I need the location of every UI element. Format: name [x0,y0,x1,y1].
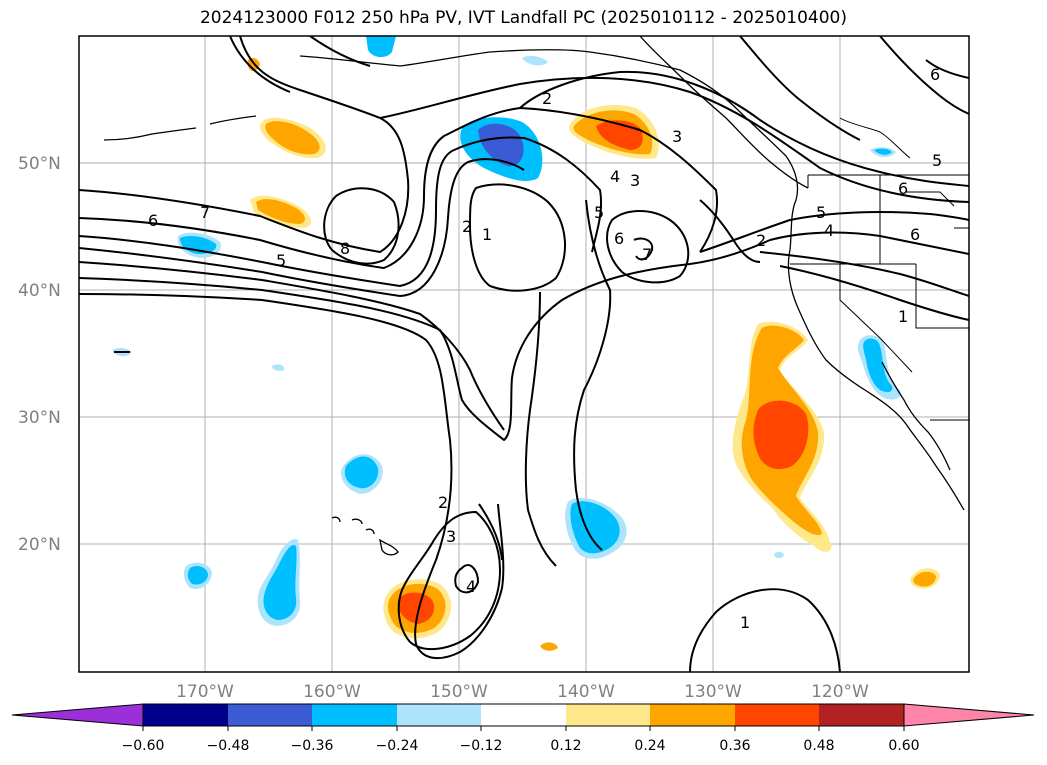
anomaly-positive-northwest [265,121,320,155]
colorbar-segment-1 [143,704,228,726]
map-frame [78,35,970,673]
contour-label-3b: 3 [672,127,682,146]
contour-label-6c: 6 [910,225,920,244]
anomaly-negative-hawaii-west [187,566,208,585]
anomaly-negative-20n [570,501,620,554]
latitude-labels: 50°N 40°N 30°N 20°N [18,154,61,555]
shaded-anomalies [112,36,940,651]
colorbar-tick-024: 0.24 [634,738,665,754]
contour-labels: 7 6 5 8 2 1 5 6 7 4 3 2 3 1 2 4 6 5 6 5 … [148,65,942,632]
anomaly-positive-small-south [540,642,558,651]
colorbar-segment-3 [312,704,397,726]
colorbar: −0.60 −0.48 −0.36 −0.24 −0.12 0.12 0.24 … [11,703,1035,754]
contour-label-6b: 6 [614,229,624,248]
lat-label-50n: 50°N [18,154,61,174]
anomaly-positive-mexico [913,571,936,587]
lat-label-30n: 30°N [18,408,61,428]
anomaly-negative-small-top [522,55,548,66]
colorbar-high-extension [903,703,1035,727]
contour-label-1: 1 [482,225,492,244]
lon-label-130w: 130°W [684,682,742,702]
colorbar-frame [142,703,905,727]
map-title: 2024123000 F012 250 hPa PV, IVT Landfall… [199,8,847,28]
contour-label-1b: 1 [898,307,908,326]
anomaly-positive-california-core [753,400,809,470]
contour-label-8: 8 [340,239,350,258]
colorbar-tick-neg060: −0.60 [122,738,165,754]
contour-label-4c: 4 [466,577,476,596]
anomaly-negative-alaska-top [366,36,396,58]
contour-label-2: 2 [462,217,472,236]
lon-label-120w: 120°W [811,682,869,702]
anomaly-negative-tiny-dot-south [774,551,784,559]
contour-label-6d: 6 [898,179,908,198]
anomaly-negative-hawaii-southwest [263,544,297,620]
contour-label-4: 4 [610,167,620,186]
anomaly-negative-tiny-dot [272,364,285,371]
colorbar-tick-neg036: −0.36 [291,738,334,754]
contour-label-6: 6 [148,211,158,230]
contour-label-1c: 1 [740,613,750,632]
anomaly-positive-south-core [397,592,435,624]
contour-label-5c: 5 [816,203,826,222]
colorbar-tick-neg012: −0.12 [460,738,503,754]
contour-label-3c: 3 [446,527,456,546]
lon-label-150w: 150°W [430,682,488,702]
lon-label-140w: 140°W [557,682,615,702]
lat-label-20n: 20°N [18,535,61,555]
anomaly-negative-midocean [344,456,379,489]
colorbar-segment-7 [650,704,735,726]
colorbar-tick-048: 0.48 [803,738,834,754]
contour-label-7b: 7 [642,245,652,264]
anomaly-negative-baja [863,338,893,393]
contour-label-2b: 2 [542,89,552,108]
anomaly-negative-core [478,123,524,167]
colorbar-tick-012: 0.12 [550,738,581,754]
contour-label-2d: 2 [438,493,448,512]
colorbar-segment-4 [397,704,481,726]
colorbar-tick-neg024: −0.24 [376,738,419,754]
lat-label-40n: 40°N [18,281,61,301]
pv-contours [79,36,969,672]
colorbar-tick-neg048: −0.48 [207,738,250,754]
lon-label-170w: 170°W [176,682,234,702]
anomaly-positive-west [256,199,305,224]
contour-label-3: 3 [630,171,640,190]
contour-label-5: 5 [276,251,286,270]
colorbar-segment-6 [566,704,650,726]
coastlines [103,36,965,556]
contour-label-5d: 5 [932,151,942,170]
contour-label-6e: 6 [930,65,940,84]
colorbar-tick-060: 0.60 [888,738,919,754]
anomaly-negative-tiny-interior-core [874,148,892,155]
colorbar-segment-9 [819,704,904,726]
colorbar-segment-2 [228,704,312,726]
colorbar-segment-5 [481,704,566,726]
lon-label-160w: 160°W [303,682,361,702]
contour-label-7: 7 [200,203,210,222]
contour-label-2c: 2 [756,231,766,250]
colorbar-low-extension [11,703,144,727]
colorbar-tick-036: 0.36 [719,738,750,754]
contour-label-4b: 4 [824,221,834,240]
longitude-labels: 170°W 160°W 150°W 140°W 130°W 120°W [176,682,869,702]
colorbar-segment-8 [735,704,819,726]
contour-label-5b: 5 [594,203,604,222]
